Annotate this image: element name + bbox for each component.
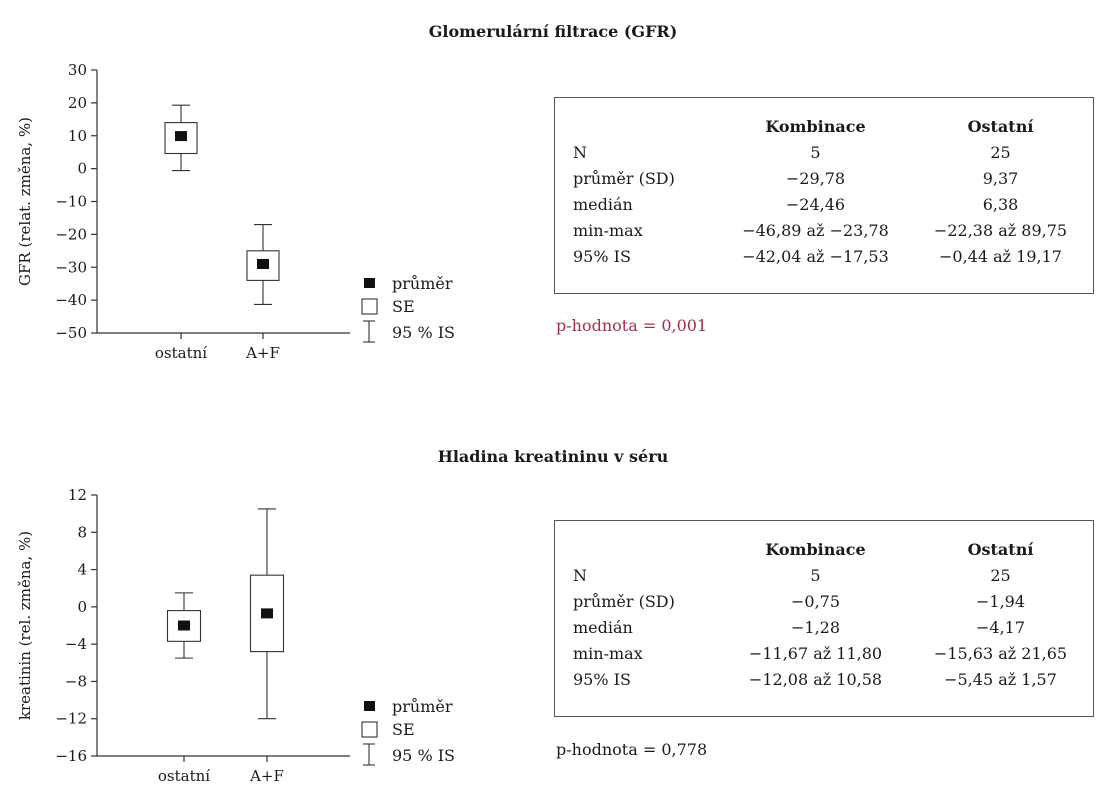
stats-cell: −46,89 až −23,78 <box>742 221 889 240</box>
stats-cell: −12,08 až 10,58 <box>748 670 883 689</box>
stats-cell: −24,46 <box>785 195 846 214</box>
stats-table-gfr: Kombinace Ostatní N 5 25 průměr (SD) −29… <box>573 114 1093 270</box>
x-tick-label: ostatní <box>155 344 207 362</box>
p-value-kreatinin: p-hodnota = 0,778 <box>556 740 708 759</box>
y-tick-label: 0 <box>77 160 87 178</box>
stats-row-label: N <box>573 566 587 585</box>
y-tick-label: 10 <box>68 127 87 145</box>
y-tick-label: 8 <box>77 523 87 541</box>
stats-cell: −4,17 <box>975 618 1026 637</box>
y-tick-label: −50 <box>55 324 87 342</box>
legend-mean-icon <box>364 701 375 711</box>
stats-header-kombinace: Kombinace <box>765 117 866 136</box>
stats-row-label: medián <box>573 195 633 214</box>
stats-cell: 5 <box>810 566 821 585</box>
stats-table-box-gfr: Kombinace Ostatní N 5 25 průměr (SD) −29… <box>554 97 1094 294</box>
y-axis-label: GFR (relat. změna, %) <box>16 117 34 286</box>
legend-ci-label: 95 % IS <box>392 746 455 765</box>
stats-row: průměr (SD) −29,78 9,37 <box>573 166 1093 192</box>
y-tick-label: 4 <box>77 561 87 579</box>
legend-se-label: SE <box>392 297 415 316</box>
stats-cell: −0,44 až 19,17 <box>939 247 1062 266</box>
stats-row-label: 95% IS <box>573 247 631 266</box>
chart-title: Glomerulární filtrace (GFR) <box>429 22 678 41</box>
legend-ci-label: 95 % IS <box>392 323 455 342</box>
stats-row: N 5 25 <box>573 563 1093 589</box>
stats-row: medián −1,28 −4,17 <box>573 615 1093 641</box>
y-tick-label: −40 <box>55 291 87 309</box>
x-tick-label: A+F <box>245 344 280 362</box>
stats-cell: 25 <box>990 143 1011 162</box>
stats-row: N 5 25 <box>573 140 1093 166</box>
y-tick-label: −10 <box>55 193 87 211</box>
stats-cell: −22,38 až 89,75 <box>933 221 1068 240</box>
mean-marker <box>261 608 273 619</box>
stats-header-blank <box>573 537 723 563</box>
stats-cell: 25 <box>990 566 1011 585</box>
y-tick-label: −12 <box>55 710 87 728</box>
stats-row-label: průměr (SD) <box>573 592 675 611</box>
stats-cell: −11,67 až 11,80 <box>748 644 883 663</box>
stats-header-ostatni: Ostatní <box>967 540 1034 559</box>
stats-row: 95% IS −12,08 až 10,58 −5,45 až 1,57 <box>573 667 1093 693</box>
y-tick-label: −8 <box>65 672 87 690</box>
stats-row-label: medián <box>573 618 633 637</box>
stats-cell: −0,75 <box>790 592 841 611</box>
stats-row-label: N <box>573 143 587 162</box>
stats-cell: −15,63 až 21,65 <box>933 644 1068 663</box>
mean-marker <box>178 620 190 631</box>
stats-row: min-max −11,67 až 11,80 −15,63 až 21,65 <box>573 641 1093 667</box>
stats-cell: 6,38 <box>982 195 1019 214</box>
mean-marker <box>175 131 187 142</box>
x-tick-label: ostatní <box>158 767 210 785</box>
stats-table-kreatinin: Kombinace Ostatní N 5 25 průměr (SD) −0,… <box>573 537 1093 693</box>
y-tick-label: 0 <box>77 598 87 616</box>
stats-cell: −1,28 <box>790 618 841 637</box>
y-tick-label: 30 <box>68 61 87 79</box>
mean-marker <box>257 258 269 269</box>
stats-header-blank <box>573 114 723 140</box>
stats-cell: −42,04 až −17,53 <box>742 247 889 266</box>
stats-row: medián −24,46 6,38 <box>573 192 1093 218</box>
y-tick-label: −30 <box>55 258 87 276</box>
stats-header-row: Kombinace Ostatní <box>573 114 1093 140</box>
legend-se-icon <box>361 721 378 738</box>
stats-row: 95% IS −42,04 až −17,53 −0,44 až 19,17 <box>573 244 1093 270</box>
y-tick-label: −16 <box>55 747 87 765</box>
stats-header-row: Kombinace Ostatní <box>573 537 1093 563</box>
y-axis-label: kreatinin (rel. změna, %) <box>16 531 34 720</box>
legend-mean-label: průměr <box>392 274 453 293</box>
legend-se-icon <box>361 298 378 315</box>
stats-row-label: 95% IS <box>573 670 631 689</box>
stats-row-label: min-max <box>573 644 643 663</box>
stats-cell: 9,37 <box>982 169 1019 188</box>
stats-table-box-kreatinin: Kombinace Ostatní N 5 25 průměr (SD) −0,… <box>554 520 1094 717</box>
stats-row: min-max −46,89 až −23,78 −22,38 až 89,75 <box>573 218 1093 244</box>
y-tick-label: −4 <box>65 635 87 653</box>
p-value-gfr: p-hodnota = 0,001 <box>556 316 708 335</box>
chart-title: Hladina kreatininu v séru <box>438 447 669 466</box>
x-tick-label: A+F <box>249 767 284 785</box>
stats-row-label: průměr (SD) <box>573 169 675 188</box>
y-tick-label: 12 <box>68 486 87 504</box>
legend-se-label: SE <box>392 720 415 739</box>
stats-header-ostatni: Ostatní <box>967 117 1034 136</box>
y-tick-label: 20 <box>68 94 87 112</box>
stats-row-label: min-max <box>573 221 643 240</box>
legend-mean-icon <box>364 278 375 288</box>
stats-cell: −5,45 až 1,57 <box>944 670 1057 689</box>
stats-row: průměr (SD) −0,75 −1,94 <box>573 589 1093 615</box>
stats-cell: −29,78 <box>785 169 846 188</box>
stats-header-kombinace: Kombinace <box>765 540 866 559</box>
y-tick-label: −20 <box>55 225 87 243</box>
legend-mean-label: průměr <box>392 697 453 716</box>
stats-cell: 5 <box>810 143 821 162</box>
stats-cell: −1,94 <box>975 592 1026 611</box>
